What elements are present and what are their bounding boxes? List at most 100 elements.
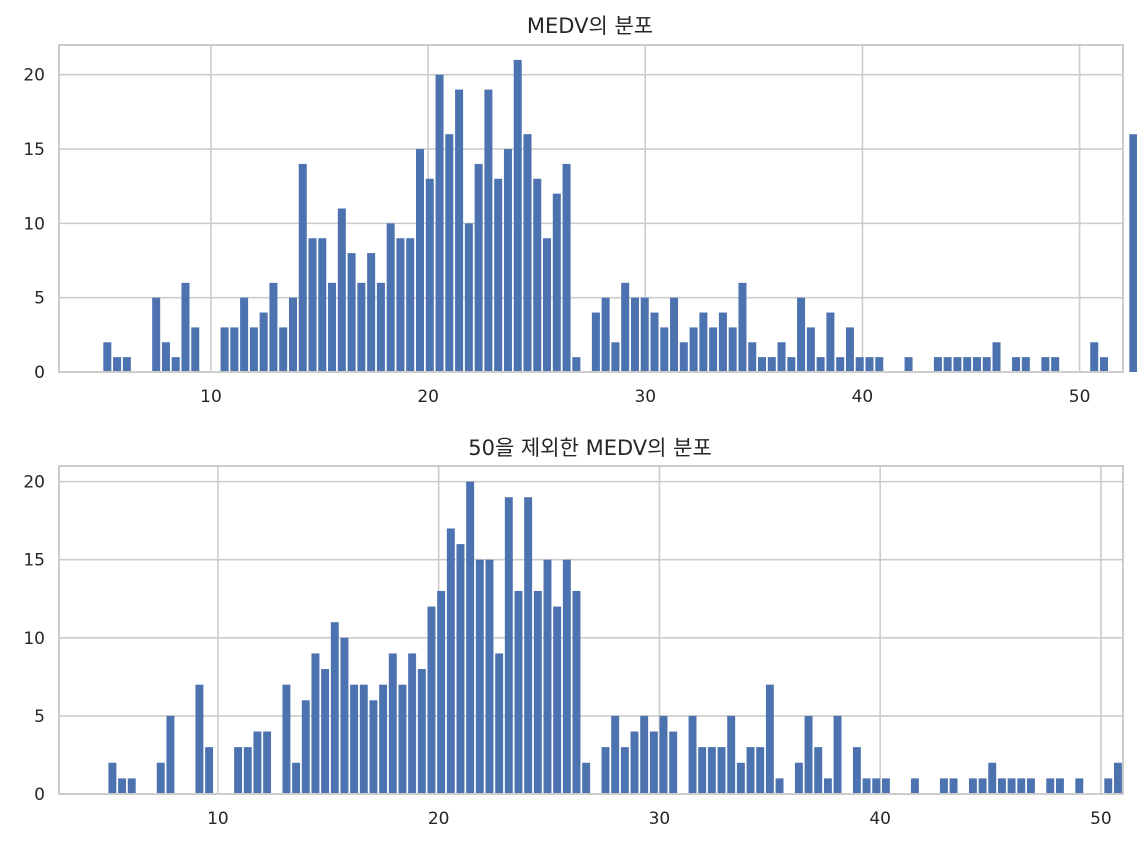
histogram-bar bbox=[321, 669, 330, 794]
histogram-bar bbox=[376, 282, 385, 372]
histogram-bar bbox=[1007, 778, 1016, 794]
histogram-bar bbox=[484, 89, 493, 372]
histogram-bar bbox=[601, 297, 610, 372]
histogram-bar bbox=[156, 762, 165, 794]
x-tick-label: 50 bbox=[1069, 387, 1091, 407]
histogram-bar bbox=[997, 778, 1006, 794]
histogram-bar bbox=[435, 74, 444, 373]
x-tick-labels: 10 20 30 40 50 bbox=[207, 809, 1112, 829]
histogram-bar bbox=[978, 778, 987, 794]
histogram-bar bbox=[572, 357, 581, 372]
histogram-bar bbox=[775, 778, 784, 794]
x-tick-label: 40 bbox=[852, 387, 874, 407]
histogram-bar bbox=[113, 357, 122, 372]
histogram-bar bbox=[814, 747, 823, 794]
histogram-bars bbox=[108, 481, 1122, 794]
histogram-bar bbox=[455, 89, 464, 372]
histogram-bar bbox=[379, 684, 388, 794]
y-tick-label: 10 bbox=[23, 214, 45, 234]
histogram-bar bbox=[718, 312, 727, 372]
x-tick-label: 50 bbox=[1090, 809, 1112, 829]
histogram-bar bbox=[806, 327, 815, 372]
histogram-bar bbox=[953, 357, 962, 372]
histogram-bar bbox=[881, 778, 890, 794]
histogram-bar bbox=[736, 762, 745, 794]
histogram-bar bbox=[543, 559, 552, 794]
subplot-medv-distribution: MEDV의 분포 10 20 30 40 50 0 5 10 15 20 bbox=[23, 14, 1137, 407]
histogram-bar bbox=[369, 700, 378, 794]
x-tick-label: 10 bbox=[207, 809, 229, 829]
x-tick-label: 30 bbox=[649, 809, 671, 829]
histogram-bar bbox=[171, 357, 180, 372]
histogram-bar bbox=[1113, 762, 1122, 794]
histogram-bar bbox=[1012, 357, 1021, 372]
histogram-bar bbox=[933, 357, 942, 372]
histogram-bar bbox=[972, 357, 981, 372]
histogram-bar bbox=[464, 223, 473, 372]
histogram-bar bbox=[688, 715, 697, 794]
histogram-bar bbox=[328, 282, 337, 372]
histogram-bar bbox=[1017, 778, 1026, 794]
y-tick-label: 0 bbox=[34, 785, 45, 805]
histogram-bar bbox=[709, 327, 718, 372]
histogram-bar bbox=[943, 357, 952, 372]
histogram-bar bbox=[1041, 357, 1050, 372]
histogram-bar bbox=[659, 715, 668, 794]
histogram-bar bbox=[992, 342, 1001, 372]
y-tick-label: 15 bbox=[23, 140, 45, 160]
histogram-bar bbox=[243, 747, 252, 794]
histogram-bar bbox=[523, 134, 532, 372]
y-tick-labels: 0 5 10 15 20 bbox=[23, 473, 45, 805]
histogram-bar bbox=[191, 327, 200, 372]
y-tick-label: 5 bbox=[34, 707, 45, 727]
histogram-bar bbox=[166, 715, 175, 794]
x-tick-label: 30 bbox=[634, 387, 656, 407]
histogram-bar bbox=[301, 700, 310, 794]
histogram-bar bbox=[833, 715, 842, 794]
x-tick-label: 10 bbox=[200, 387, 222, 407]
y-tick-label: 20 bbox=[23, 473, 45, 493]
histogram-bar bbox=[777, 342, 786, 372]
histogram-bar bbox=[757, 357, 767, 372]
histogram-bar bbox=[282, 684, 291, 794]
histogram-bar bbox=[330, 622, 339, 794]
histogram-bar bbox=[122, 357, 131, 372]
histogram-bar bbox=[728, 327, 737, 372]
histogram-bar bbox=[504, 497, 513, 794]
histogram-bar bbox=[963, 357, 972, 372]
histogram-bar bbox=[308, 238, 317, 372]
histogram-bar bbox=[234, 747, 243, 794]
histogram-bar bbox=[367, 253, 376, 372]
histogram-bar bbox=[872, 778, 881, 794]
histogram-bar bbox=[181, 282, 190, 372]
histogram-bar bbox=[630, 731, 639, 794]
histogram-bar bbox=[748, 342, 757, 372]
histogram-bar bbox=[746, 747, 755, 794]
histogram-bar bbox=[630, 297, 639, 372]
histogram-bar bbox=[249, 327, 258, 372]
y-tick-label: 5 bbox=[34, 289, 45, 309]
x-tick-label: 20 bbox=[417, 387, 439, 407]
histogram-bar bbox=[562, 559, 571, 794]
histogram-bar bbox=[514, 590, 523, 794]
histogram-bar bbox=[1075, 778, 1084, 794]
histogram-bar bbox=[288, 297, 297, 372]
histogram-bar bbox=[689, 327, 698, 372]
histogram-bar bbox=[836, 357, 845, 372]
histogram-bar bbox=[620, 747, 629, 794]
histogram-bar bbox=[640, 297, 649, 372]
x-tick-label: 40 bbox=[869, 809, 891, 829]
histogram-bar bbox=[161, 342, 170, 372]
histogram-bar bbox=[1046, 778, 1055, 794]
histogram-bar bbox=[988, 762, 997, 794]
histogram-bar bbox=[865, 357, 874, 372]
histogram-bar bbox=[240, 297, 249, 372]
histogram-bar bbox=[406, 238, 415, 372]
histogram-bar bbox=[1026, 778, 1035, 794]
histogram-bar bbox=[417, 669, 426, 794]
histogram-bar bbox=[823, 778, 832, 794]
histogram-bar bbox=[1104, 778, 1113, 794]
histogram-bar bbox=[466, 481, 475, 794]
histogram-bar bbox=[350, 684, 359, 794]
